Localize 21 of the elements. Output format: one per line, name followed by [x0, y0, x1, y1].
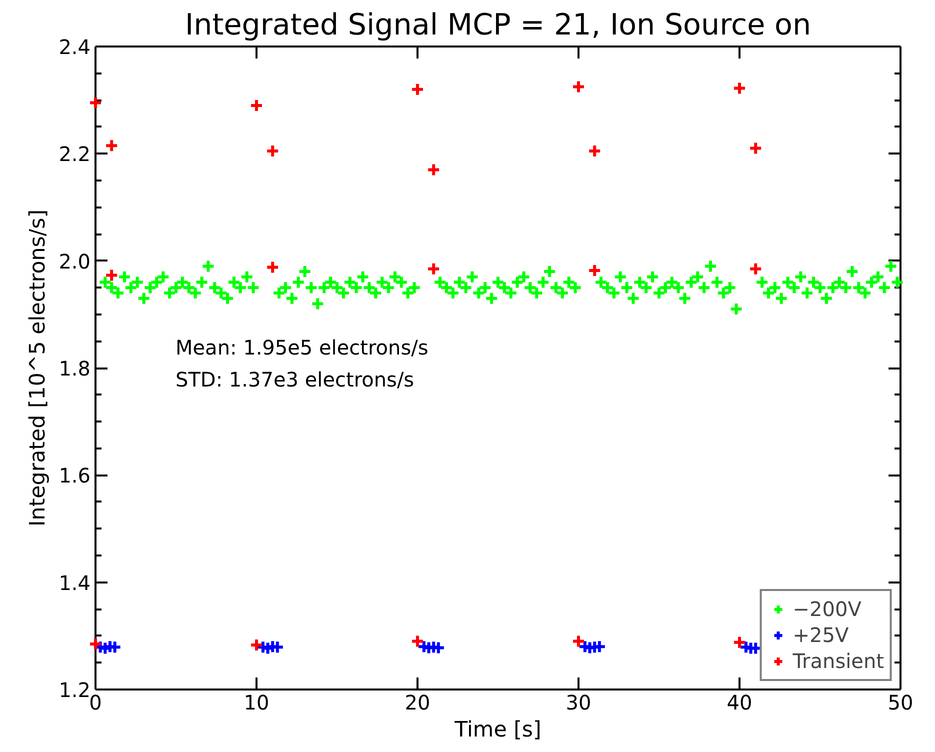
x-tick-label: 20: [404, 690, 430, 714]
x-tick-label: 0: [89, 690, 102, 714]
x-tick-label: 40: [726, 690, 752, 714]
x-tick-label: 10: [244, 690, 270, 714]
chart-title: Integrated Signal MCP = 21, Ion Source on: [184, 8, 812, 42]
legend-label: Transient: [792, 649, 884, 673]
y-axis-title: Integrated [10^5 electrons/s]: [26, 209, 51, 527]
annotation: STD: 1.37e3 electrons/s: [176, 368, 414, 392]
y-tick-label: 1.6: [58, 464, 91, 488]
legend-label: −200V: [792, 597, 862, 621]
x-tick-label: 30: [566, 690, 592, 714]
y-tick-label: 2.2: [58, 142, 91, 166]
x-tick-label: 50: [888, 690, 914, 714]
legend-label: +25V: [792, 623, 849, 647]
y-tick-label: 1.2: [58, 678, 91, 702]
y-tick-label: 1.4: [58, 570, 91, 595]
x-axis-title: Time [s]: [454, 718, 542, 742]
annotation: Mean: 1.95e5 electrons/s: [176, 336, 428, 360]
y-tick-label: 2.4: [58, 35, 91, 59]
y-tick-label: 2.0: [58, 249, 91, 274]
y-tick-label: 1.8: [58, 356, 91, 380]
